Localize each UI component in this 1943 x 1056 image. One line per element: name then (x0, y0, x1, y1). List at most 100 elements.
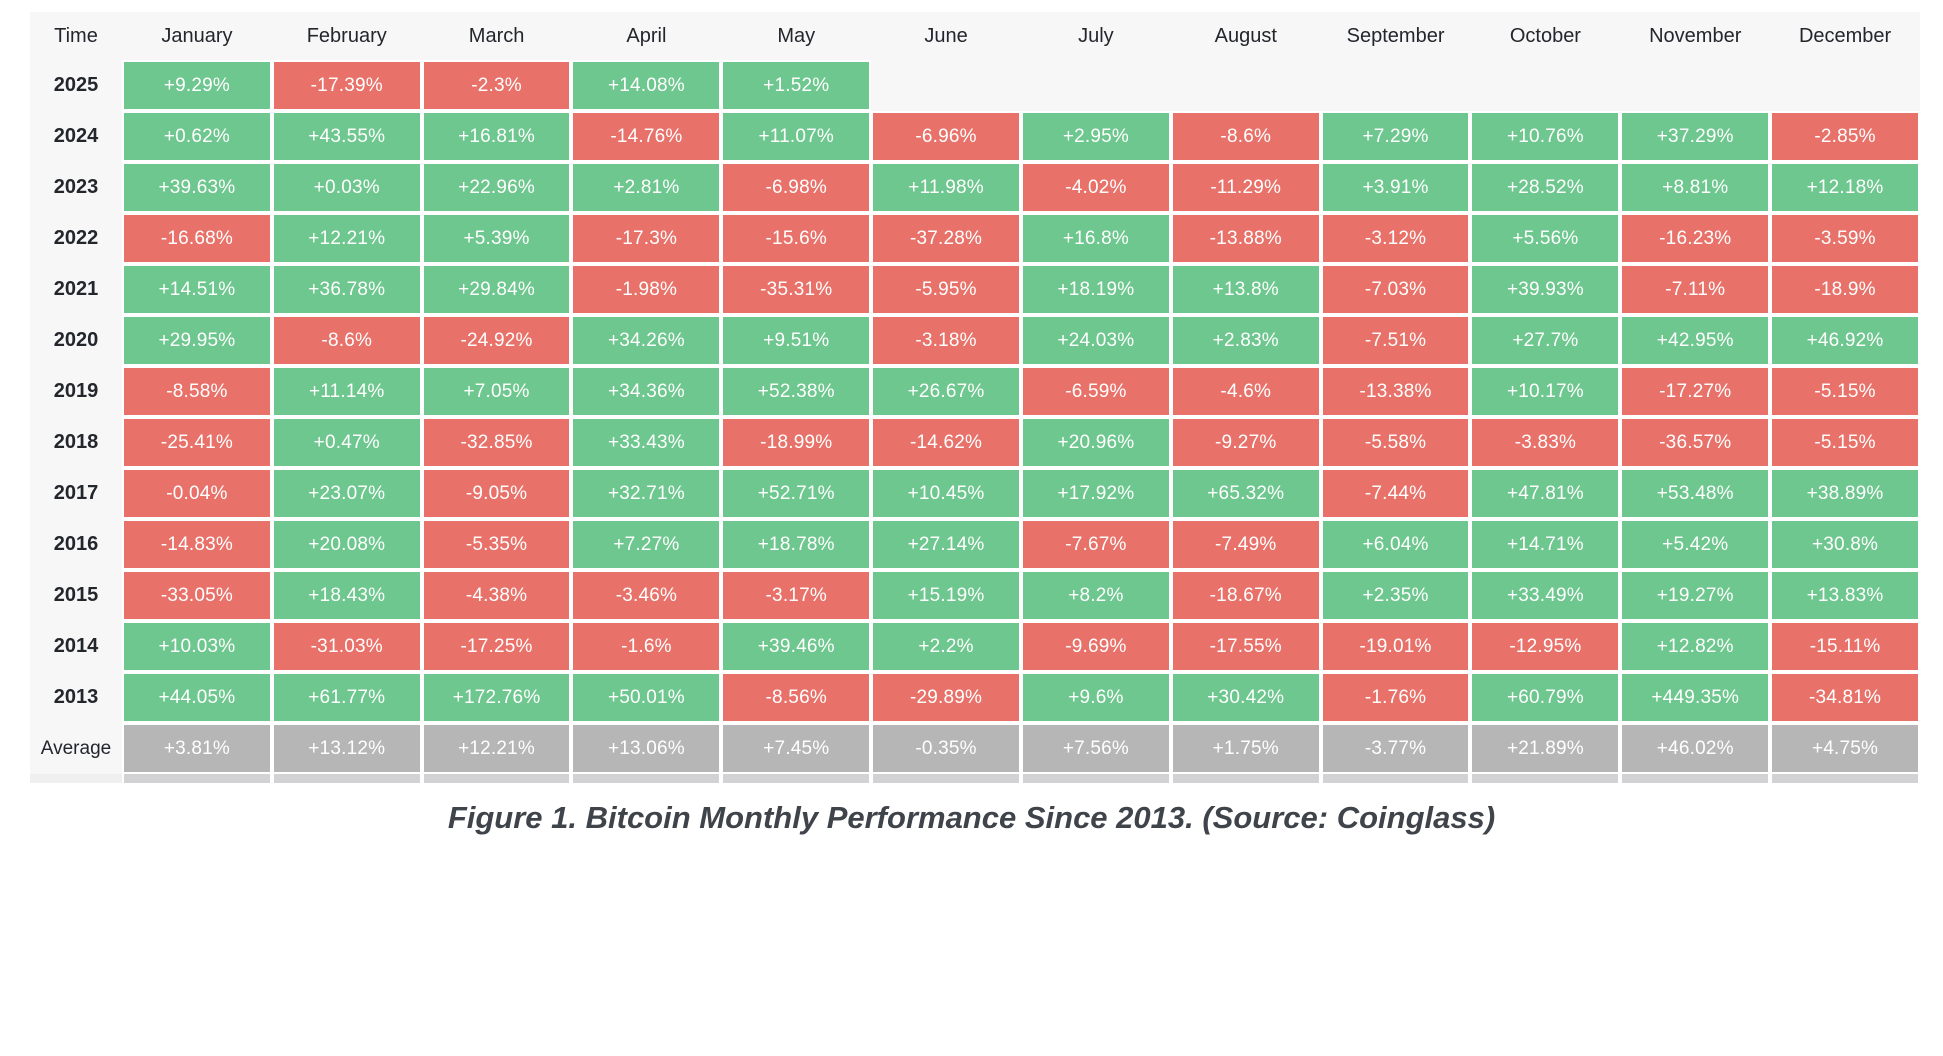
performance-cell: +16.81% (421, 111, 572, 162)
performance-cell: +23.07% (271, 468, 422, 519)
performance-cell: -1.6% (571, 621, 722, 672)
performance-cell: +9.6% (1020, 672, 1171, 723)
performance-cell: +3.91% (1320, 162, 1471, 213)
performance-cell: +17.92% (1020, 468, 1171, 519)
row-label-year: 2015 (53, 584, 99, 606)
performance-cell: +9.51% (721, 315, 872, 366)
performance-cell: -32.85% (421, 417, 572, 468)
table-bottom-sliver-cell (271, 774, 422, 783)
performance-cell: -3.17% (721, 570, 872, 621)
performance-cell: -25.41% (122, 417, 272, 468)
performance-cell: +5.56% (1470, 213, 1621, 264)
performance-cell: -17.39% (271, 60, 422, 111)
performance-cell: -2.3% (421, 60, 572, 111)
performance-cell: -16.68% (122, 213, 272, 264)
performance-cell: +13.83% (1770, 570, 1920, 621)
column-header-december: December (1798, 24, 1892, 47)
performance-cell: +12.21% (421, 723, 572, 774)
table-bottom-sliver-cell (871, 774, 1021, 783)
performance-cell: +30.42% (1170, 672, 1321, 723)
performance-cell: -7.11% (1620, 264, 1771, 315)
performance-cell: +46.02% (1620, 723, 1771, 774)
performance-cell: +11.14% (271, 366, 422, 417)
performance-cell: -5.15% (1770, 366, 1920, 417)
performance-cell: +26.67% (871, 366, 1021, 417)
row-label-year: 2023 (53, 176, 99, 198)
empty-cell (1321, 60, 1471, 111)
performance-cell: -13.38% (1320, 366, 1471, 417)
performance-cell: +0.47% (271, 417, 422, 468)
performance-cell: +172.76% (421, 672, 572, 723)
performance-cell: -4.38% (421, 570, 572, 621)
empty-cell (1620, 60, 1770, 111)
performance-cell: -12.95% (1470, 621, 1621, 672)
performance-cell: -18.99% (721, 417, 872, 468)
performance-cell: +18.43% (271, 570, 422, 621)
performance-cell: -14.76% (571, 111, 722, 162)
table-bottom-sliver-cell (421, 774, 572, 783)
performance-grid: Time January February March April May June July… (30, 12, 1920, 783)
performance-cell: +14.71% (1470, 519, 1621, 570)
performance-cell: -7.44% (1320, 468, 1471, 519)
row-label-year: 2016 (53, 533, 99, 555)
table-bottom-sliver-cell (721, 774, 872, 783)
performance-cell: +14.51% (122, 264, 272, 315)
performance-cell: +27.14% (871, 519, 1021, 570)
table-bottom-sliver-cell (1470, 774, 1621, 783)
performance-cell: +11.98% (871, 162, 1021, 213)
performance-cell: -36.57% (1620, 417, 1771, 468)
row-label-year: 2020 (53, 329, 99, 351)
performance-cell: -1.76% (1320, 672, 1471, 723)
performance-cell: -3.18% (871, 315, 1021, 366)
column-header-may: May (777, 24, 816, 47)
performance-cell: +61.77% (271, 672, 422, 723)
performance-cell: +42.95% (1620, 315, 1771, 366)
performance-cell: -4.6% (1170, 366, 1321, 417)
performance-cell: -8.6% (1170, 111, 1321, 162)
performance-cell: -9.05% (421, 468, 572, 519)
performance-cell: -2.85% (1770, 111, 1920, 162)
performance-cell: -3.77% (1320, 723, 1471, 774)
performance-cell: -5.95% (871, 264, 1021, 315)
performance-cell: +3.81% (122, 723, 272, 774)
performance-cell: +8.81% (1620, 162, 1771, 213)
performance-cell: -5.35% (421, 519, 572, 570)
table-bottom-sliver-cell (30, 774, 122, 783)
performance-cell: +60.79% (1470, 672, 1621, 723)
performance-cell: -18.67% (1170, 570, 1321, 621)
performance-cell: +21.89% (1470, 723, 1621, 774)
performance-cell: +4.75% (1770, 723, 1920, 774)
performance-cell: -3.46% (571, 570, 722, 621)
performance-cell: -35.31% (721, 264, 872, 315)
performance-cell: +7.45% (721, 723, 872, 774)
performance-cell: +15.19% (871, 570, 1021, 621)
performance-cell: -17.25% (421, 621, 572, 672)
row-label-year: 2022 (53, 227, 99, 249)
performance-cell: +38.89% (1770, 468, 1920, 519)
performance-cell: -24.92% (421, 315, 572, 366)
performance-cell: +20.08% (271, 519, 422, 570)
performance-cell: -16.23% (1620, 213, 1771, 264)
performance-cell: -37.28% (871, 213, 1021, 264)
performance-cell: +10.76% (1470, 111, 1621, 162)
row-label-year: 2025 (53, 74, 99, 96)
performance-cell: +12.21% (271, 213, 422, 264)
column-header-february: February (306, 24, 387, 47)
performance-cell: +39.63% (122, 162, 272, 213)
table-bottom-sliver-cell (571, 774, 722, 783)
performance-cell: +0.03% (271, 162, 422, 213)
performance-cell: -8.6% (271, 315, 422, 366)
performance-cell: -3.12% (1320, 213, 1471, 264)
performance-cell: +1.52% (721, 60, 872, 111)
performance-cell: -14.62% (871, 417, 1021, 468)
performance-cell: -17.55% (1170, 621, 1321, 672)
performance-cell: +8.2% (1020, 570, 1171, 621)
performance-cell: +53.48% (1620, 468, 1771, 519)
table-bottom-sliver-cell (1320, 774, 1471, 783)
table-bottom-sliver-cell (1770, 774, 1920, 783)
performance-cell: +34.26% (571, 315, 722, 366)
column-header-time: Time (54, 24, 98, 47)
performance-cell: +52.71% (721, 468, 872, 519)
performance-cell: +33.43% (571, 417, 722, 468)
performance-cell: +2.81% (571, 162, 722, 213)
